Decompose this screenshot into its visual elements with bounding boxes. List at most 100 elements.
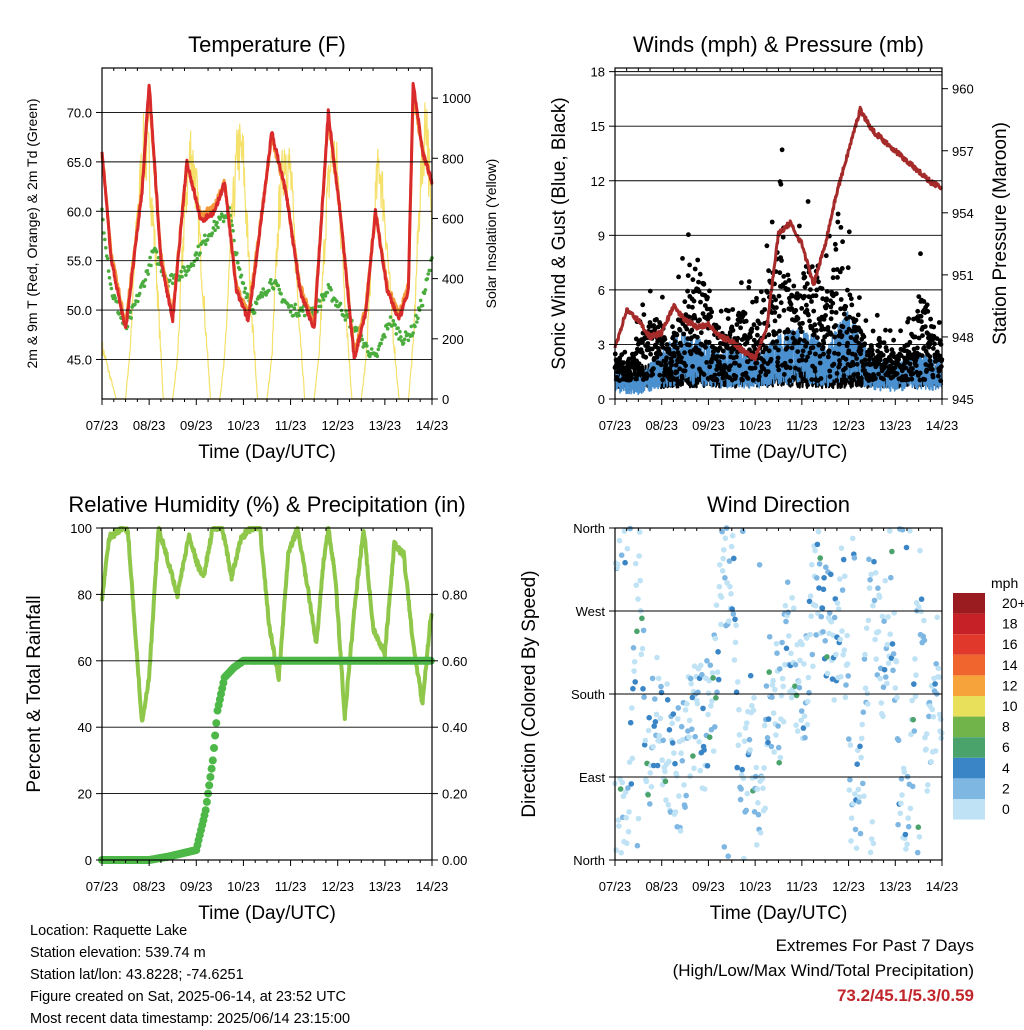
direction-point	[770, 677, 776, 684]
gust-point	[658, 362, 664, 368]
chart-title: Wind Direction	[707, 492, 850, 517]
gust-point	[919, 353, 925, 358]
y-tick-label: 6	[598, 283, 605, 298]
chart-title: Relative Humidity (%) & Precipitation (i…	[68, 492, 465, 517]
direction-point	[617, 786, 624, 792]
rainfall-point	[202, 797, 211, 806]
dewpoint-point	[411, 331, 415, 335]
direction-point	[625, 828, 632, 835]
direction-point	[630, 645, 637, 651]
direction-point	[803, 635, 810, 641]
extremes-box: Extremes For Past 7 Days (High/Low/Max W…	[673, 933, 974, 1008]
gust-point	[717, 345, 723, 351]
direction-point	[854, 761, 860, 767]
gust-point	[674, 332, 680, 338]
gust-point	[621, 360, 627, 366]
gust-point	[691, 298, 697, 304]
gust-point	[751, 377, 756, 383]
direction-point	[866, 556, 872, 563]
direction-point	[890, 667, 896, 674]
gust-point	[809, 264, 815, 269]
gust-point	[686, 342, 692, 348]
gust-point	[647, 288, 653, 294]
direction-point	[675, 705, 682, 711]
gust-point	[706, 339, 712, 345]
direction-point	[816, 585, 822, 591]
gust-point	[834, 378, 840, 383]
gust-point	[644, 373, 650, 379]
direction-point	[892, 685, 899, 691]
direction-point	[824, 654, 830, 660]
gust-point	[927, 354, 933, 359]
dewpoint-point	[289, 304, 294, 308]
direction-point	[842, 694, 849, 701]
gust-point	[685, 273, 691, 278]
direction-point	[692, 733, 698, 740]
latest-timestamp: Most recent data timestamp: 2025/06/14 2…	[30, 1011, 351, 1027]
direction-point	[860, 780, 866, 787]
direction-point	[799, 641, 805, 648]
rainfall-point	[210, 744, 218, 752]
chart-4: Wind Direction Time (Day/UTC) Direction (C…	[519, 492, 958, 924]
direction-point	[734, 764, 740, 771]
gust-point	[828, 316, 834, 322]
gust-point	[880, 352, 886, 358]
gust-point	[840, 324, 846, 330]
gust-point	[654, 354, 660, 360]
gust-point	[768, 356, 774, 362]
dewpoint-point	[210, 231, 215, 235]
gust-point	[692, 266, 698, 272]
gust-point	[649, 346, 655, 352]
y-right-tick-label: 957	[952, 144, 974, 159]
gust-point	[837, 269, 843, 275]
direction-point	[840, 556, 847, 563]
direction-point	[619, 779, 626, 786]
direction-point	[875, 585, 881, 591]
y-tick-label: 50.0	[67, 303, 92, 318]
direction-point	[909, 697, 915, 704]
gust-point	[821, 316, 827, 322]
gust-point	[930, 374, 936, 380]
y-tick-label: 15	[591, 119, 605, 134]
direction-point	[792, 683, 798, 689]
direction-point	[750, 707, 757, 714]
direction-point	[856, 799, 862, 805]
direction-point	[651, 723, 657, 729]
direction-point	[772, 686, 778, 693]
gust-point	[764, 243, 770, 249]
gust-point	[679, 355, 684, 360]
y-right-tick-label: 0.40	[442, 720, 467, 735]
direction-point	[747, 672, 754, 679]
direction-point	[865, 617, 872, 624]
direction-point	[877, 675, 883, 682]
gust-point	[824, 302, 830, 308]
direction-point	[639, 615, 645, 622]
x-tick-label: 14/23	[416, 879, 449, 894]
dewpoint-point	[379, 341, 383, 346]
gust-point	[831, 361, 837, 367]
gust-point	[773, 331, 779, 336]
gust-point	[938, 364, 944, 369]
direction-point	[664, 681, 670, 687]
dewpoint-point	[426, 272, 431, 276]
dewpoint-point	[409, 324, 414, 329]
dewpoint-point	[146, 272, 150, 276]
direction-point	[673, 773, 680, 779]
gust-point	[763, 345, 769, 350]
direction-point	[917, 547, 923, 554]
direction-point	[876, 594, 883, 600]
direction-point	[766, 634, 773, 640]
gust-point	[627, 369, 632, 374]
direction-point	[664, 697, 671, 703]
direction-point	[768, 743, 775, 750]
gust-point	[909, 376, 915, 382]
gust-point	[851, 377, 856, 383]
direction-point	[777, 754, 784, 761]
gust-point	[745, 359, 751, 365]
direction-point	[887, 631, 893, 637]
direction-point	[884, 680, 890, 687]
gust-point	[650, 371, 656, 377]
x-tick-label: 11/23	[786, 879, 818, 894]
direction-point	[903, 544, 910, 551]
gust-point	[734, 322, 740, 327]
